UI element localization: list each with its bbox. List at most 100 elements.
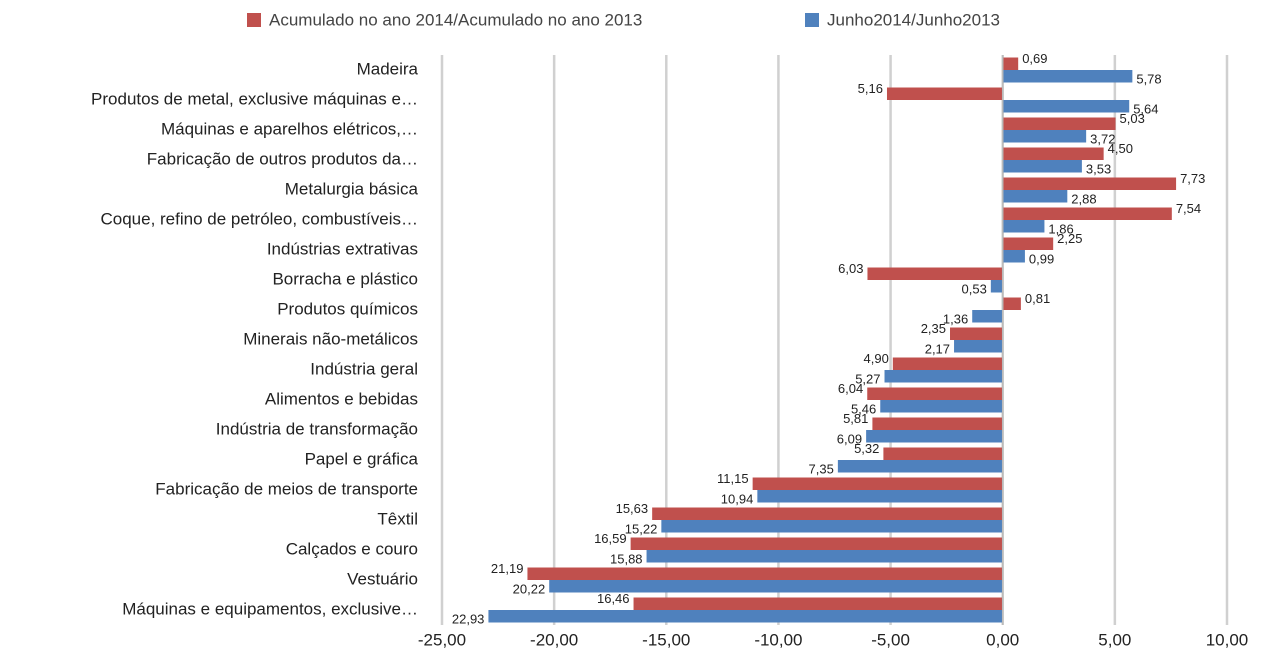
value-label: 2,88 (1071, 192, 1096, 207)
y-tick-label: Papel e gráfica (305, 449, 419, 468)
value-label: 6,04 (838, 381, 863, 396)
value-label: 7,54 (1176, 201, 1201, 216)
y-tick-label: Máquinas e aparelhos elétricos,… (161, 119, 418, 138)
value-label: 15,88 (610, 552, 643, 567)
value-label: 16,59 (594, 531, 627, 546)
value-label: 5,16 (858, 81, 883, 96)
y-tick-label: Vestuário (347, 569, 418, 588)
value-label: 15,63 (616, 501, 649, 516)
x-tick-label: -15,00 (642, 630, 690, 649)
y-tick-label: Indústrias extrativas (267, 239, 418, 258)
value-label: 3,53 (1086, 162, 1111, 177)
y-tick-label: Borracha e plástico (272, 269, 418, 288)
y-tick-label: Calçados e couro (286, 539, 418, 558)
bar (872, 417, 1003, 430)
y-tick-label: Têxtil (377, 509, 418, 528)
x-tick-label: 0,00 (986, 630, 1019, 649)
value-label: 2,17 (925, 342, 950, 357)
bar (884, 370, 1003, 383)
value-label: 2,35 (921, 321, 946, 336)
y-tick-label: Alimentos e bebidas (265, 389, 418, 408)
value-label: 10,94 (721, 492, 754, 507)
bar (661, 520, 1003, 533)
value-label: 5,27 (855, 372, 880, 387)
y-tick-label: Minerais não-metálicos (243, 329, 418, 348)
value-label: 7,35 (809, 462, 834, 477)
y-tick-label: Produtos de metal, exclusive máquinas e… (91, 89, 418, 108)
legend-swatch (805, 13, 819, 27)
bar (866, 430, 1003, 443)
bar (892, 357, 1003, 370)
value-label: 16,46 (597, 591, 630, 606)
bar (549, 580, 1003, 593)
legend-label: Acumulado no ano 2014/Acumulado no ano 2… (269, 10, 642, 29)
value-label: 3,72 (1090, 132, 1115, 147)
y-tick-label: Fabricação de outros produtos da… (147, 149, 418, 168)
bar (1002, 57, 1019, 70)
x-tick-label: 5,00 (1098, 630, 1131, 649)
bar (837, 460, 1003, 473)
bar (1002, 160, 1082, 173)
bar (886, 87, 1003, 100)
y-tick-label: Indústria de transformação (216, 419, 418, 438)
value-label: 5,78 (1136, 72, 1161, 87)
bar (867, 267, 1003, 280)
value-label: 5,32 (854, 441, 879, 456)
bar (1002, 237, 1054, 250)
value-label: 5,81 (843, 411, 868, 426)
y-tick-label: Fabricação de meios de transporte (155, 479, 418, 498)
x-tick-label: -5,00 (871, 630, 910, 649)
value-label: 11,15 (717, 471, 749, 486)
y-tick-label: Máquinas e equipamentos, exclusive… (122, 599, 418, 618)
bar (1002, 177, 1177, 190)
bar (1002, 147, 1104, 160)
bar (954, 340, 1003, 353)
value-label: 2,25 (1057, 231, 1082, 246)
x-tick-label: -10,00 (754, 630, 802, 649)
y-tick-label: Produtos químicos (277, 299, 418, 318)
bar (757, 490, 1003, 503)
bar (972, 310, 1003, 323)
bar (1002, 100, 1130, 113)
bar (1002, 250, 1025, 263)
bar (1002, 207, 1172, 220)
value-label: 21,19 (491, 561, 524, 576)
value-label: 15,22 (625, 522, 658, 537)
y-tick-label: Indústria geral (310, 359, 418, 378)
bar (1002, 220, 1045, 233)
value-label: 5,03 (1120, 111, 1145, 126)
bar (1002, 190, 1068, 203)
value-label: 0,81 (1025, 291, 1050, 306)
x-tick-label: -20,00 (530, 630, 578, 649)
bar (652, 507, 1003, 520)
value-label: 5,46 (851, 402, 876, 417)
x-tick-label: -25,00 (418, 630, 466, 649)
bar (883, 447, 1003, 460)
y-tick-label: Madeira (357, 59, 419, 78)
value-label: 7,73 (1180, 171, 1205, 186)
value-label: 4,90 (864, 351, 889, 366)
bar (633, 597, 1003, 610)
bar (880, 400, 1003, 413)
legend-swatch (247, 13, 261, 27)
bar (646, 550, 1003, 563)
value-label: 4,50 (1108, 141, 1133, 156)
value-label: 0,69 (1022, 51, 1047, 66)
bar (950, 327, 1003, 340)
bar (1002, 130, 1087, 143)
legend-label: Junho2014/Junho2013 (827, 10, 1000, 29)
bar (488, 610, 1003, 623)
bar (1002, 70, 1133, 83)
bar (990, 280, 1003, 293)
value-label: 0,99 (1029, 252, 1054, 267)
y-tick-label: Metalurgia básica (285, 179, 419, 198)
x-tick-label: 10,00 (1206, 630, 1249, 649)
value-label: 6,09 (837, 432, 862, 447)
bar (1002, 117, 1116, 130)
value-label: 6,03 (838, 261, 863, 276)
value-label: 20,22 (513, 582, 546, 597)
bar (630, 537, 1003, 550)
value-label: 1,36 (943, 312, 968, 327)
y-tick-label: Coque, refino de petróleo, combustíveis… (100, 209, 418, 228)
